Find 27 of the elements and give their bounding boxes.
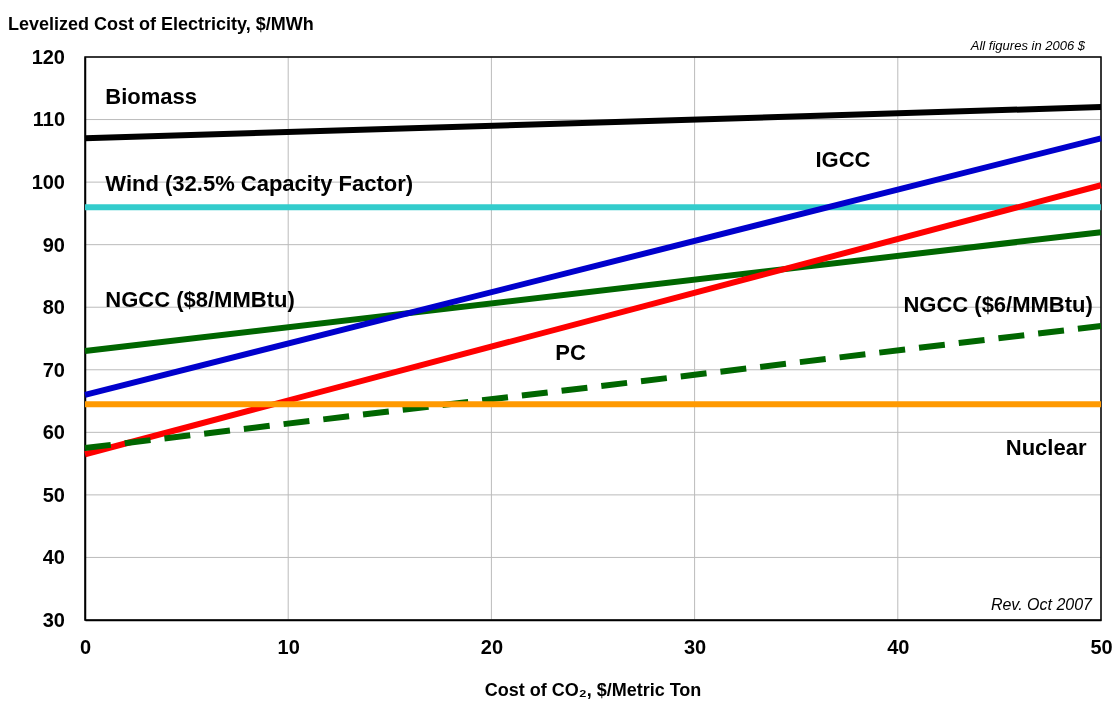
y-tick-label: 50	[42, 483, 65, 506]
series-label: NGCC ($6/MMBtu)	[903, 292, 1093, 318]
series-label: IGCC	[815, 147, 871, 173]
y-tick-label: 120	[31, 45, 65, 68]
y-tick-label: 110	[32, 108, 65, 131]
series-label: Biomass	[105, 83, 198, 109]
y-tick-label: 100	[31, 171, 65, 194]
y-tick-label: 70	[42, 358, 65, 381]
x-axis-title: Cost of CO₂, $/Metric Ton	[484, 680, 702, 700]
y-tick-label: 30	[42, 608, 65, 631]
x-tick-label: 40	[887, 636, 910, 659]
series-label: PC	[555, 339, 587, 365]
x-tick-label: 20	[480, 636, 504, 659]
series-label: Nuclear	[1005, 435, 1087, 461]
x-tick-label: 30	[683, 636, 707, 659]
y-axis-title: Levelized Cost of Electricity, $/MWh	[8, 14, 314, 34]
x-tick-label: 50	[1090, 636, 1113, 659]
text: All figures in 2006 $	[969, 38, 1086, 53]
y-tick-label: 60	[42, 421, 65, 444]
x-tick-label: 0	[79, 636, 92, 659]
y-tick-label: 40	[42, 546, 65, 569]
y-tick-label: 80	[42, 296, 65, 319]
y-tick-label: 90	[42, 233, 65, 256]
series-label: NGCC ($8/MMBtu)	[105, 287, 295, 313]
x-tick-label: 10	[277, 636, 300, 659]
annotation: Rev. Oct 2007	[990, 596, 1094, 613]
series-label: Wind (32.5% Capacity Factor)	[105, 170, 414, 196]
